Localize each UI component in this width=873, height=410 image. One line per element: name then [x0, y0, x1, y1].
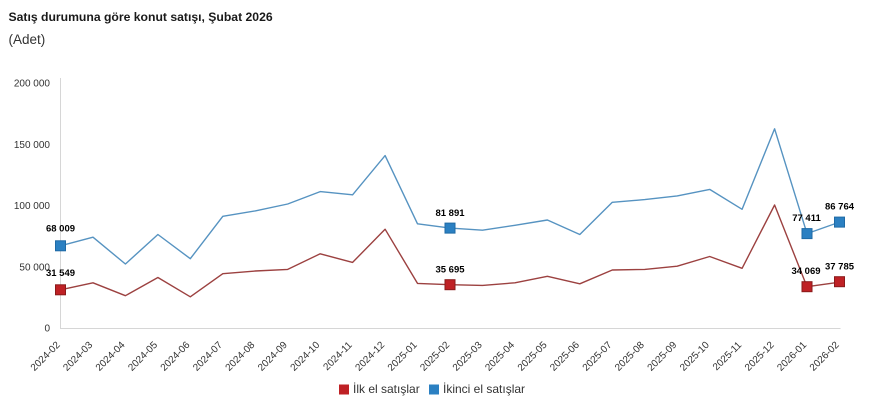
svg-text:(Adet): (Adet) [9, 32, 46, 47]
svg-text:Satış durumuna göre konut satı: Satış durumuna göre konut satışı, Şubat … [9, 10, 273, 24]
svg-text:100 000: 100 000 [14, 201, 51, 212]
svg-text:150 000: 150 000 [14, 140, 51, 151]
svg-text:37 785: 37 785 [825, 262, 855, 273]
svg-text:68 009: 68 009 [46, 224, 75, 235]
svg-text:200 000: 200 000 [14, 79, 51, 90]
svg-text:86 764: 86 764 [825, 202, 855, 213]
svg-text:İkinci el satışlar: İkinci el satışlar [443, 382, 525, 396]
svg-text:81 891: 81 891 [435, 208, 465, 219]
svg-text:35 695: 35 695 [435, 265, 465, 276]
svg-text:50 000: 50 000 [19, 262, 50, 273]
svg-text:31 549: 31 549 [46, 268, 75, 279]
svg-text:77 411: 77 411 [792, 213, 821, 224]
svg-text:34 069: 34 069 [791, 266, 820, 277]
svg-text:İlk el satışlar: İlk el satışlar [353, 382, 420, 396]
svg-text:0: 0 [44, 324, 50, 335]
